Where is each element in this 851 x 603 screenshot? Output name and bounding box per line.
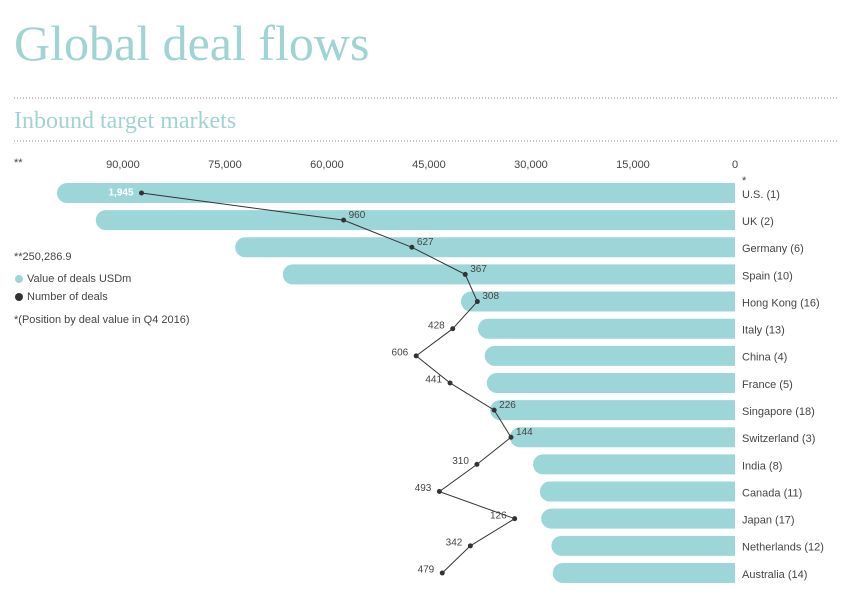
x-tick-label: 75,000 [208,159,242,171]
data-label: 226 [499,400,516,411]
bar [509,427,735,448]
bar [484,345,735,366]
data-label: 367 [470,264,487,275]
data-label: 310 [452,456,469,467]
legend-swatch [15,275,23,283]
legend-swatch [15,293,23,301]
deals-point [512,516,518,522]
bar [552,562,735,583]
category-label: Canada (11) [742,487,802,499]
deals-point [139,190,145,196]
x-tick-label: 0 [732,159,738,171]
data-label: 960 [349,210,366,221]
deals-point [474,299,480,305]
category-label: Australia (14) [742,569,807,581]
x-tick-label: 30,000 [514,159,548,171]
data-label: 342 [446,537,463,548]
category-label: Singapore (18) [742,406,815,418]
axis-break-label: ** [14,157,23,169]
x-tick-label: 60,000 [310,159,344,171]
bar [235,237,735,258]
category-label: U.S. (1) [742,189,780,201]
category-label: Switzerland (3) [742,433,815,445]
deals-point [439,570,445,576]
bar [477,318,735,339]
data-label: 493 [415,483,432,494]
annotation: **250,286.9 [14,251,72,263]
deals-point [450,326,456,332]
bar [541,508,735,529]
deals-point [447,380,453,386]
category-label: France (5) [742,379,793,391]
data-label: 441 [425,375,442,386]
bar [282,264,735,285]
data-label: 428 [428,320,445,331]
deals-point [467,543,473,549]
bar [460,291,735,312]
bar [551,535,735,556]
category-label: Hong Kong (16) [742,297,820,309]
category-label: UK (2) [742,216,774,228]
annotation: *(Position by deal value in Q4 2016) [14,314,190,326]
category-label: Netherlands (12) [742,542,824,554]
top-marker: * [742,175,747,187]
category-label: Japan (17) [742,515,795,527]
category-label: China (4) [742,352,787,364]
data-label: 479 [418,565,435,576]
x-tick-label: 15,000 [616,159,650,171]
bar [539,481,735,502]
category-label: Italy (13) [742,325,785,337]
chart-title: Global deal flows [14,15,369,71]
bar [533,454,735,475]
data-label: 606 [392,347,409,358]
legend-label: Value of deals USDm [27,273,131,285]
chart-subtitle: Inbound target markets [14,108,236,134]
deals-point [474,461,480,467]
bar [486,372,735,393]
deals-point [341,217,347,223]
deals-point [462,271,468,277]
deals-point [409,244,415,250]
category-label: Spain (10) [742,270,793,282]
data-label: 126 [490,510,507,521]
deals-point [508,434,514,440]
bar [95,210,736,231]
category-label: Germany (6) [742,243,804,255]
bar [57,183,735,203]
category-label: India (8) [742,460,782,472]
deals-point [491,407,497,413]
deals-point [413,353,419,359]
legend-label: Number of deals [27,291,108,303]
x-tick-label: 45,000 [412,159,446,171]
data-label: 308 [482,291,499,302]
x-tick-label: 90,000 [106,159,140,171]
data-label: 144 [516,427,533,438]
data-label: 627 [417,237,434,248]
bar [490,400,735,421]
data-label: 1,945 [108,188,133,199]
deals-point [436,489,442,495]
